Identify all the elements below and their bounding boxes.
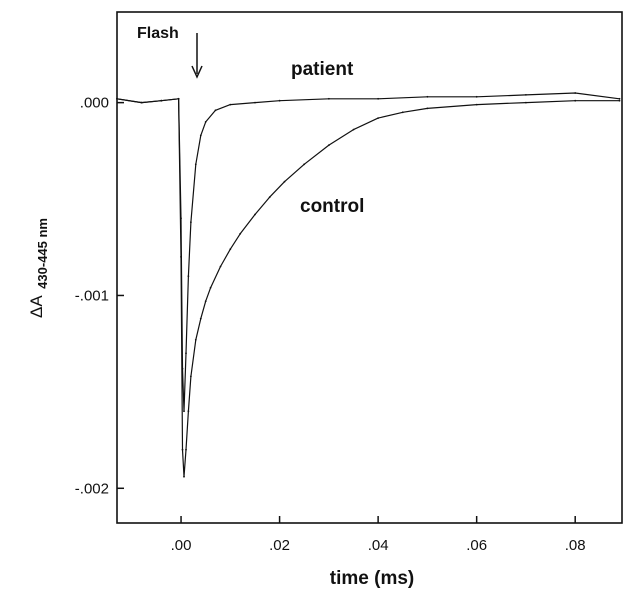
y-tick-label: -.001 — [75, 287, 109, 304]
data-point-control — [181, 448, 184, 451]
plot-frame — [116, 11, 623, 524]
data-point-control — [426, 107, 429, 110]
data-point-control — [303, 163, 306, 166]
series-line-control — [116, 98, 620, 478]
data-point-control — [180, 256, 182, 258]
data-point-control — [268, 196, 271, 199]
data-point-control — [239, 232, 242, 235]
data-point-control — [190, 375, 192, 378]
control-series-label: control — [300, 196, 364, 217]
y-axis: .000 -.001 -.002 — [75, 95, 124, 497]
x-tick-label: .06 — [466, 537, 487, 554]
data-point-control — [140, 101, 143, 104]
x-axis-label: time (ms) — [330, 568, 414, 589]
data-point-patient — [190, 221, 192, 224]
series-layer — [116, 92, 621, 478]
data-point-control — [229, 248, 232, 251]
data-point-patient — [525, 94, 527, 96]
data-point-control — [116, 97, 118, 100]
data-point-control — [160, 99, 163, 102]
data-point-control — [283, 180, 286, 183]
data-point-control — [328, 144, 330, 147]
data-point-patient — [214, 109, 217, 112]
data-point-control — [183, 475, 185, 478]
data-point-control — [377, 117, 379, 119]
data-point-patient — [187, 275, 190, 278]
data-point-control — [209, 286, 212, 289]
data-point-patient — [574, 92, 577, 94]
data-point-patient — [185, 352, 187, 355]
data-point-patient — [618, 97, 621, 100]
data-point-patient — [328, 97, 330, 100]
data-point-control — [187, 410, 190, 413]
flash-label: Flash — [137, 25, 179, 42]
y-tick-label: -.002 — [75, 480, 109, 497]
data-point-control — [574, 99, 577, 102]
data-point-patient — [199, 134, 202, 137]
data-point-patient — [254, 101, 256, 104]
data-point-patient — [278, 99, 281, 102]
x-tick-label: .02 — [269, 537, 290, 554]
data-point-control — [254, 213, 256, 216]
data-point-control — [194, 338, 197, 341]
x-axis: .00 .02 .04 .06 .08 — [171, 516, 586, 554]
y-axis-label-main: ΔA — [27, 295, 46, 318]
data-point-control — [199, 317, 202, 320]
data-point-patient — [426, 95, 429, 98]
data-point-control — [352, 128, 355, 131]
data-point-patient — [229, 103, 232, 106]
flash-arrow-icon — [191, 33, 203, 79]
data-point-control — [525, 101, 527, 104]
data-point-control — [618, 99, 621, 102]
y-tick-label: .000 — [80, 95, 109, 112]
data-point-patient — [183, 410, 185, 413]
data-point-control — [475, 103, 478, 106]
data-point-control — [177, 97, 180, 100]
data-point-patient — [377, 97, 379, 100]
data-point-control — [185, 448, 187, 451]
x-tick-label: .00 — [171, 537, 192, 554]
patient-series-label: patient — [291, 59, 354, 80]
y-axis-label-subscript: 430-445 nm — [35, 218, 50, 289]
data-point-control — [219, 265, 222, 268]
y-axis-label: ΔA 430-445 nm — [27, 218, 50, 318]
x-tick-label: .04 — [368, 537, 389, 554]
data-point-control — [204, 300, 207, 303]
data-point-patient — [475, 95, 478, 98]
data-point-patient — [194, 163, 197, 166]
x-tick-label: .08 — [565, 537, 586, 554]
data-point-patient — [204, 121, 207, 123]
data-point-control — [401, 111, 404, 114]
